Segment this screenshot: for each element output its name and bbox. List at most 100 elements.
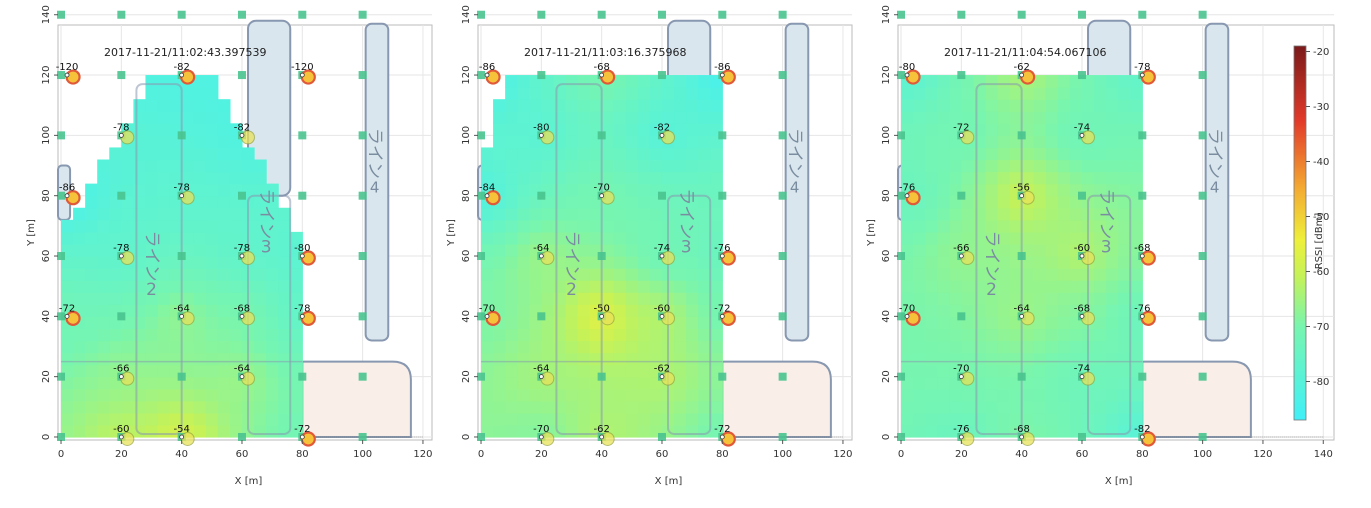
heatmap-cell bbox=[1106, 280, 1119, 293]
heatmap-cell bbox=[133, 304, 147, 317]
heatmap-cell bbox=[1045, 159, 1059, 173]
heatmap-cell bbox=[937, 87, 950, 100]
heatmap-cell bbox=[73, 243, 86, 257]
heatmap-cell bbox=[61, 231, 74, 245]
green-marker bbox=[537, 191, 546, 200]
heatmap-cell bbox=[205, 231, 219, 245]
heatmap-cell bbox=[73, 207, 86, 221]
heatmap-cell bbox=[1118, 304, 1131, 317]
heatmap-cell bbox=[61, 292, 74, 305]
heatmap-cell bbox=[1057, 195, 1071, 209]
sensor-point bbox=[1019, 434, 1025, 440]
heatmap-cell bbox=[517, 159, 530, 173]
heatmap-cell bbox=[949, 328, 962, 342]
sensor-value: -62 bbox=[1013, 62, 1029, 73]
heatmap-cell bbox=[541, 207, 555, 221]
sensor-point bbox=[179, 193, 185, 199]
heatmap-cell bbox=[145, 304, 159, 317]
heatmap-cell bbox=[565, 171, 579, 185]
heatmap-cell bbox=[529, 268, 542, 281]
heatmap-cell bbox=[193, 316, 207, 330]
y-tick-label: 20 bbox=[881, 370, 892, 383]
green-marker bbox=[537, 71, 546, 80]
heatmap-cell bbox=[517, 268, 530, 281]
heatmap-cell bbox=[961, 159, 975, 173]
heatmap-cell bbox=[973, 424, 987, 438]
heatmap-cell bbox=[973, 87, 987, 100]
heatmap-cell bbox=[637, 352, 651, 366]
y-axis-label: Y [m] bbox=[26, 219, 37, 247]
heatmap-cell bbox=[686, 388, 699, 402]
heatmap-cell bbox=[949, 159, 962, 173]
heatmap-cell bbox=[517, 412, 530, 426]
green-marker bbox=[177, 10, 186, 19]
heatmap-cell bbox=[613, 147, 627, 161]
x-axis-label: X [m] bbox=[655, 476, 683, 487]
sensor-point bbox=[904, 72, 910, 78]
heatmap-cell bbox=[493, 99, 506, 112]
heatmap-cell bbox=[1106, 412, 1119, 426]
sensor-value: -64 bbox=[234, 364, 250, 375]
heatmap-cell bbox=[698, 256, 711, 269]
heatmap-cell bbox=[686, 412, 699, 426]
heatmap-cell bbox=[698, 75, 711, 88]
heatmap-cell bbox=[133, 195, 147, 209]
heatmap-cell bbox=[1033, 99, 1047, 112]
green-marker bbox=[177, 372, 186, 381]
heatmap-cell bbox=[505, 292, 518, 305]
heatmap-cell bbox=[577, 304, 591, 317]
heatmap-cell bbox=[686, 195, 699, 209]
heatmap-cell bbox=[1033, 292, 1047, 305]
heatmap-cell bbox=[205, 147, 219, 161]
heatmap-cell bbox=[1057, 400, 1071, 414]
sensor-value: -86 bbox=[714, 62, 730, 73]
heatmap-cell bbox=[601, 400, 615, 414]
heatmap-cell bbox=[266, 412, 279, 426]
sensor-value: -76 bbox=[953, 424, 969, 435]
heatmap-cell bbox=[133, 412, 147, 426]
heatmap-cell bbox=[1130, 159, 1143, 173]
heatmap-cell bbox=[961, 111, 975, 124]
heatmap-cell bbox=[698, 219, 711, 233]
green-marker bbox=[1077, 432, 1086, 441]
sensor-value: -74 bbox=[654, 243, 670, 254]
heatmap-cell bbox=[937, 111, 950, 124]
heatmap-cell bbox=[481, 219, 494, 233]
heatmap-cell bbox=[181, 219, 195, 233]
heatmap-cell bbox=[553, 328, 567, 342]
sensors: -120 -82 -120-78 -82-86 -78-78 -78 -80-72 -64 -6… bbox=[56, 62, 316, 447]
heatmap-cell bbox=[913, 219, 926, 233]
heatmap-cell bbox=[254, 256, 267, 269]
x-axis-label: X [m] bbox=[1105, 476, 1133, 487]
heatmap-cell bbox=[133, 159, 147, 173]
heatmap-cell bbox=[205, 99, 219, 112]
sensor-point bbox=[118, 253, 124, 259]
heatmap-cell bbox=[674, 183, 687, 197]
heatmap-cell bbox=[1130, 171, 1143, 185]
heatmap-cell bbox=[997, 268, 1011, 281]
heatmap-cell bbox=[254, 159, 267, 173]
heatmap-cell bbox=[1009, 340, 1023, 354]
heatmap-cell bbox=[553, 171, 567, 185]
heatmap-cell bbox=[481, 171, 494, 185]
heatmap-cell bbox=[625, 400, 639, 414]
heatmap-cell bbox=[109, 219, 122, 233]
sensor-value: -84 bbox=[479, 183, 495, 194]
heatmap-cell bbox=[157, 280, 171, 293]
heatmap-cell bbox=[901, 352, 914, 366]
heatmap-cell bbox=[97, 183, 110, 197]
heatmap-cell bbox=[529, 207, 542, 221]
heatmap-cell bbox=[1033, 159, 1047, 173]
heatmap-cell bbox=[1130, 219, 1143, 233]
heatmap-cell bbox=[649, 340, 663, 354]
heatmap-cell bbox=[625, 256, 639, 269]
heatmap-cell bbox=[290, 388, 303, 402]
heatmap-cell bbox=[1057, 280, 1071, 293]
heatmap-cell bbox=[157, 243, 171, 257]
heatmap-cell bbox=[181, 231, 195, 245]
heatmap-cell bbox=[121, 412, 135, 426]
heatmap-cell bbox=[217, 304, 231, 317]
heatmap-cell bbox=[674, 171, 687, 185]
